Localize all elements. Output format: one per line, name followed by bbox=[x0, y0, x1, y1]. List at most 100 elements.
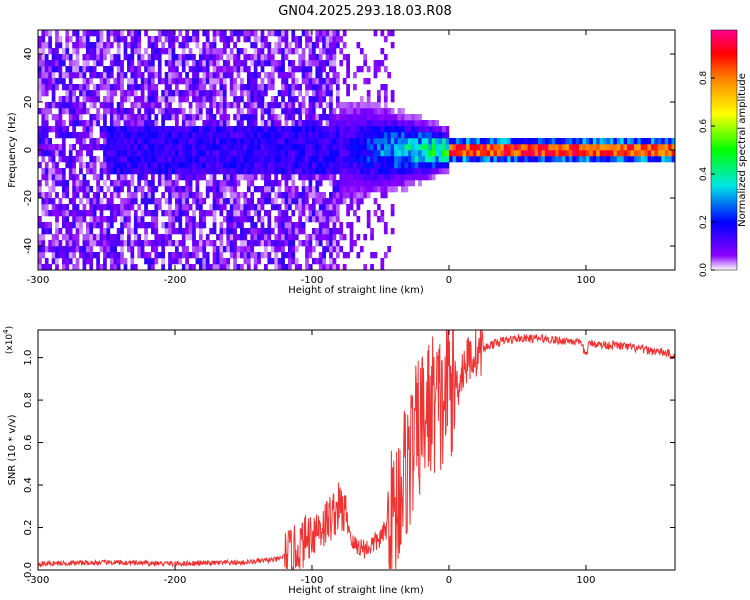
heatmap-cell bbox=[390, 210, 395, 217]
heatmap-cell bbox=[185, 114, 189, 121]
heatmap-cell bbox=[253, 72, 258, 79]
heatmap-cell bbox=[671, 144, 675, 151]
heatmap-cell bbox=[469, 144, 474, 151]
heatmap-cell bbox=[109, 84, 114, 91]
heatmap-cell bbox=[154, 120, 159, 127]
heatmap-cell bbox=[229, 54, 234, 61]
heatmap-cell bbox=[243, 30, 248, 37]
heatmap-cell bbox=[226, 102, 231, 109]
heatmap-cell bbox=[168, 90, 172, 97]
heatmap-cell bbox=[270, 78, 275, 85]
heatmap-cell bbox=[236, 60, 241, 67]
heatmap-cell bbox=[394, 180, 398, 187]
heatmap-cell bbox=[205, 138, 210, 145]
heatmap-cell bbox=[349, 102, 354, 109]
heatmap-cell bbox=[123, 258, 128, 265]
heatmap-cell bbox=[85, 48, 90, 55]
heatmap-cell bbox=[339, 138, 344, 145]
heatmap-cell bbox=[79, 150, 83, 157]
heatmap-cell bbox=[315, 198, 320, 205]
heatmap-cell bbox=[270, 162, 275, 169]
heatmap-cell bbox=[89, 240, 94, 247]
heatmap-cell bbox=[654, 156, 659, 163]
heatmap-cell bbox=[246, 72, 251, 79]
heatmap-cell bbox=[363, 108, 368, 115]
heatmap-cell bbox=[181, 210, 186, 217]
heatmap-cell bbox=[308, 60, 313, 67]
heatmap-cell bbox=[294, 150, 299, 157]
heatmap-cell bbox=[75, 150, 80, 157]
heatmap-cell bbox=[335, 144, 340, 151]
heatmap-cell bbox=[366, 120, 371, 127]
heatmap-cell bbox=[311, 216, 316, 223]
heatmap-cell bbox=[161, 162, 166, 169]
heatmap-cell bbox=[96, 72, 100, 79]
heatmap-cell bbox=[174, 126, 179, 133]
heatmap-cell bbox=[58, 72, 63, 79]
heatmap-cell bbox=[582, 144, 587, 151]
heatmap-cell bbox=[370, 120, 374, 127]
heatmap-cell bbox=[222, 114, 227, 121]
heatmap-cell bbox=[130, 144, 135, 151]
heatmap-cell bbox=[236, 204, 241, 211]
heatmap-cell bbox=[315, 150, 320, 157]
heatmap-cell bbox=[113, 144, 118, 151]
heatmap-cell bbox=[133, 90, 138, 97]
heatmap-cell bbox=[106, 72, 111, 79]
heatmap-cell bbox=[380, 186, 385, 193]
heatmap-cell bbox=[92, 210, 97, 217]
heatmap-cell bbox=[301, 102, 306, 109]
heatmap-cell bbox=[442, 150, 446, 157]
heatmap-cell bbox=[140, 114, 145, 121]
heatmap-cell bbox=[623, 156, 628, 163]
heatmap-cell bbox=[236, 198, 241, 205]
heatmap-cell bbox=[373, 138, 378, 145]
heatmap-cell bbox=[555, 138, 559, 145]
heatmap-cell bbox=[219, 240, 224, 247]
heatmap-cell bbox=[472, 156, 477, 163]
heatmap-cell bbox=[277, 102, 282, 109]
heatmap-cell bbox=[377, 186, 381, 193]
heatmap-cell bbox=[572, 150, 576, 157]
heatmap-cell bbox=[503, 144, 508, 151]
heatmap-cell bbox=[318, 180, 323, 187]
heatmap-cell bbox=[222, 96, 227, 103]
heatmap-cell bbox=[356, 234, 361, 241]
heatmap-cell bbox=[397, 174, 402, 181]
heatmap-cell bbox=[418, 162, 422, 169]
heatmap-cell bbox=[144, 150, 148, 157]
heatmap-cell bbox=[92, 216, 97, 223]
heatmap-cell bbox=[397, 138, 402, 145]
heatmap-cell bbox=[144, 162, 148, 169]
heatmap-cell bbox=[192, 210, 196, 217]
heatmap-cell bbox=[65, 216, 70, 223]
heatmap-cell bbox=[383, 132, 388, 139]
heatmap-cell bbox=[240, 66, 244, 73]
heatmap-cell bbox=[325, 162, 330, 169]
heatmap-cell bbox=[229, 174, 234, 181]
heatmap-cell bbox=[411, 138, 416, 145]
heatmap-cell bbox=[38, 240, 42, 247]
heatmap-cell bbox=[397, 114, 402, 121]
heatmap-cell bbox=[171, 132, 176, 139]
heatmap-cell bbox=[637, 144, 642, 151]
heatmap-cell bbox=[270, 150, 275, 157]
heatmap-cell bbox=[288, 246, 292, 253]
heatmap-cell bbox=[250, 54, 255, 61]
heatmap-cell bbox=[606, 138, 611, 145]
heatmap-cell bbox=[284, 138, 289, 145]
heatmap-cell bbox=[599, 144, 604, 151]
heatmap-cell bbox=[181, 60, 186, 67]
heatmap-cell bbox=[250, 102, 255, 109]
heatmap-cell bbox=[68, 66, 73, 73]
heatmap-cell bbox=[627, 150, 631, 157]
heatmap-cell bbox=[356, 156, 361, 163]
heatmap-cell bbox=[308, 234, 313, 241]
heatmap-cell bbox=[277, 192, 282, 199]
colorbar-tick-label: 0.8 bbox=[699, 71, 709, 86]
heatmap-cell bbox=[668, 144, 672, 151]
heatmap-cell bbox=[58, 228, 63, 235]
heatmap-cell bbox=[445, 162, 450, 169]
heatmap-cell bbox=[219, 36, 224, 43]
heatmap-cell bbox=[260, 156, 265, 163]
